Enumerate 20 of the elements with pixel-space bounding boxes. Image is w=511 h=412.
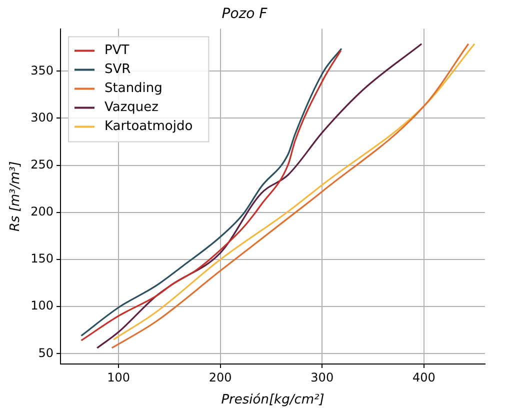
- y-tick-label: 350: [30, 63, 54, 78]
- x-tick-label: 100: [107, 370, 130, 384]
- x-tick-label: 200: [208, 370, 232, 384]
- legend-label: Vazquez: [104, 100, 159, 116]
- y-tick-label: 300: [30, 110, 54, 124]
- x-tick-label: 300: [310, 370, 334, 384]
- legend-label: Kartoatmojdo: [104, 119, 193, 134]
- y-tick-label: 200: [30, 204, 54, 219]
- y-tick-label: 50: [38, 346, 54, 360]
- legend-label: SVR: [104, 62, 131, 78]
- y-axis-title: Rs [m³/m³]: [8, 161, 24, 232]
- x-tick-label: 400: [412, 370, 436, 384]
- x-axis-title: Presión[kg/cm²]: [221, 392, 324, 408]
- y-tick-label: 150: [30, 252, 54, 266]
- y-tick-label: 250: [30, 157, 54, 172]
- legend-label: Standing: [104, 81, 162, 96]
- line-series: [96, 43, 422, 349]
- chart-title: Pozo F: [222, 6, 268, 22]
- y-tick-label: 100: [30, 298, 54, 313]
- legend-label: PVT: [104, 43, 130, 58]
